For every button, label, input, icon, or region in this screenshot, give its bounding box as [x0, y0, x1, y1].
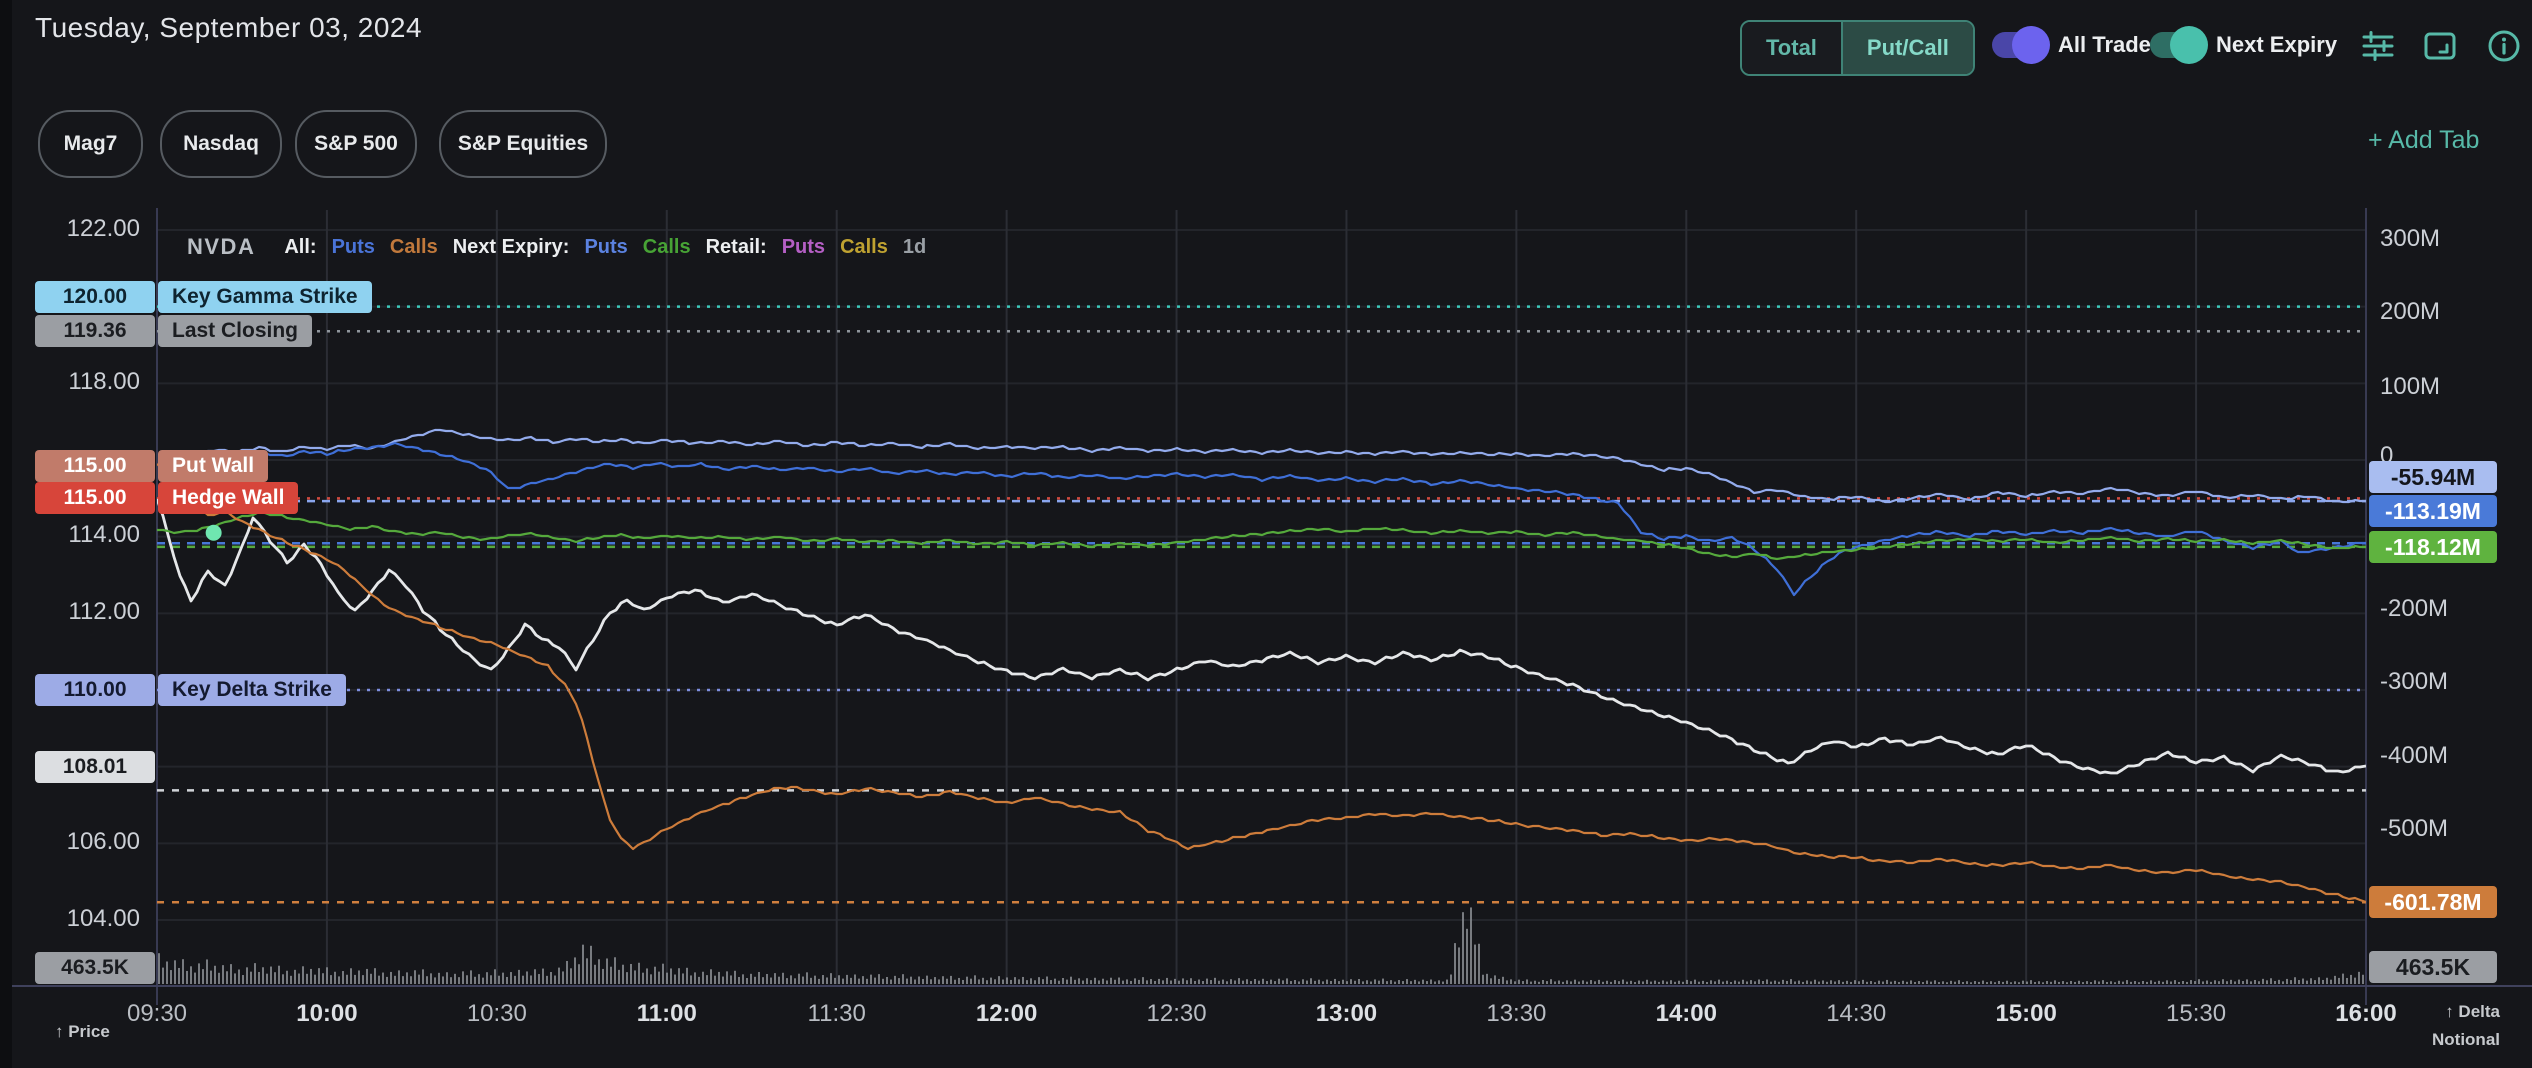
next-expiry-switch-knob [2170, 26, 2208, 64]
fullscreen-icon[interactable] [2422, 28, 2458, 64]
right-axis-label: -400M [2380, 742, 2449, 769]
x-axis-tick: 13:30 [1486, 1000, 1547, 1027]
left-axis-badge: 115.00 [35, 482, 155, 514]
legend-ne-puts[interactable]: Puts [584, 235, 628, 258]
volume-bars [158, 907, 2364, 984]
series-price [157, 498, 2366, 775]
left-axis-label: 122.00 [66, 215, 140, 242]
right-axis-badge: -601.78M [2369, 886, 2497, 918]
right-axis-badge: -113.19M [2369, 495, 2497, 527]
legend-group-retail: Retail: [705, 235, 767, 258]
x-axis-tick: 11:00 [636, 1000, 697, 1027]
level-label-badge: Hedge Wall [158, 482, 299, 514]
right-axis-label: 100M [2380, 373, 2441, 400]
x-axis-tick: 15:30 [2166, 1000, 2227, 1027]
series-all-calls [157, 463, 2366, 904]
next-expiry-label: Next Expiry [2216, 32, 2338, 57]
right-axis-label: -300M [2380, 668, 2449, 695]
legend-symbol: NVDA [187, 234, 256, 259]
right-axis-label: 200M [2380, 298, 2441, 325]
x-axis-tick: 14:30 [1826, 1000, 1887, 1027]
series-ne-puts [173, 441, 2366, 597]
level-label-badge: Last Closing [158, 315, 313, 347]
series-start-marker [205, 524, 222, 541]
legend-timeframe[interactable]: 1d [902, 235, 927, 258]
sliders-icon[interactable] [2360, 28, 2396, 64]
tab-sp500[interactable]: S&P 500 [295, 110, 417, 178]
left-axis-label: 112.00 [68, 598, 140, 625]
all-trades-switch[interactable] [1992, 26, 2050, 64]
left-axis-badge: 115.00 [35, 450, 155, 482]
level-label-badge: Key Gamma Strike [158, 281, 372, 313]
x-axis-tick: 13:00 [1315, 1000, 1378, 1027]
x-axis-tick: 09:30 [126, 1000, 188, 1027]
right-axis-label: -500M [2380, 815, 2449, 842]
tab-sp-equities[interactable]: S&P Equities [439, 110, 607, 178]
x-axis-tick: 15:00 [1995, 1000, 2057, 1027]
all-trades-label: All Trades [2058, 32, 2164, 57]
legend-group-all: All: [284, 235, 317, 258]
total-toggle-button[interactable]: Total [1742, 22, 1841, 74]
put-call-toggle-button[interactable]: Put/Call [1840, 22, 1973, 74]
legend-all-calls[interactable]: Calls [389, 235, 438, 258]
right-axis-badge: -55.94M [2369, 461, 2497, 493]
level-label-badge: Put Wall [158, 450, 269, 482]
x-axis-tick: 12:00 [975, 1000, 1038, 1027]
x-axis-tick: 11:30 [807, 1000, 866, 1027]
x-axis-tick: 12:30 [1146, 1000, 1207, 1027]
right-axis-label: -200M [2380, 595, 2449, 622]
left-axis-badge: 110.00 [35, 674, 155, 706]
x-axis-tick: 10:30 [466, 1000, 527, 1027]
legend-retail-puts[interactable]: Puts [781, 235, 826, 258]
tab-nasdaq[interactable]: Nasdaq [160, 110, 282, 178]
all-trades-switch-knob [2012, 26, 2050, 64]
tab-mag7[interactable]: Mag7 [38, 110, 143, 178]
series-ne-calls [157, 510, 2366, 561]
left-axis-label: 118.00 [68, 368, 140, 395]
next-expiry-toggle-row: Next Expiry [2150, 26, 2338, 64]
left-axis-label: 106.00 [66, 828, 140, 855]
left-axis-badge: 463.5K [35, 952, 155, 984]
add-tab-button[interactable]: + Add Tab [2368, 126, 2480, 154]
left-axis-badge: 120.00 [35, 281, 155, 313]
left-axis-label: 104.00 [66, 905, 140, 932]
level-label-badge: Key Delta Strike [158, 674, 346, 706]
legend-ne-calls[interactable]: Calls [642, 235, 691, 258]
next-expiry-switch[interactable] [2150, 26, 2208, 64]
x-axis-tick: 16:00 [2335, 1000, 2397, 1027]
left-axis-label: 114.00 [68, 521, 140, 548]
legend-retail-calls[interactable]: Calls [840, 235, 888, 258]
right-axis-badge: 463.5K [2369, 951, 2497, 983]
series-all-puts [173, 428, 2366, 504]
x-axis-tick: 10:00 [296, 1000, 358, 1027]
chart-legend: NVDA All: Puts Calls Next Expiry: Puts C… [187, 234, 926, 260]
right-axis-label: 300M [2380, 225, 2441, 252]
legend-group-next-expiry: Next Expiry: [452, 235, 570, 258]
price-axis-caption: ↑ Price [55, 1022, 110, 1041]
window-edge [0, 0, 12, 1068]
all-trades-toggle-row: All Trades [1992, 26, 2164, 64]
view-mode-segmented-control: Total Put/Call [1740, 20, 1975, 76]
x-axis-tick: 14:00 [1655, 1000, 1717, 1027]
right-axis-badge: -118.12M [2369, 531, 2497, 563]
delta-axis-caption-line1: ↑ Delta [2445, 1002, 2500, 1021]
left-axis-badge: 119.36 [35, 315, 155, 347]
info-icon[interactable] [2486, 28, 2522, 64]
delta-axis-caption-line2: Notional [2432, 1030, 2500, 1049]
legend-all-puts[interactable]: Puts [331, 235, 375, 258]
page-title-date: Tuesday, September 03, 2024 [35, 12, 423, 43]
left-axis-badge: 108.01 [35, 751, 155, 783]
